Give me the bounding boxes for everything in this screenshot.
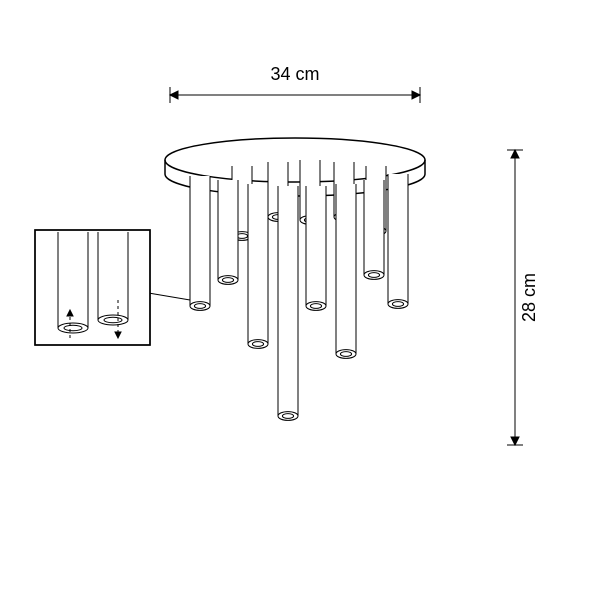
width-label: 34 cm bbox=[270, 64, 319, 84]
detail-leader-line bbox=[150, 293, 190, 300]
pendant-tubes bbox=[190, 160, 408, 420]
technical-drawing: 34 cm 28 cm bbox=[0, 0, 600, 600]
height-label: 28 cm bbox=[519, 273, 539, 322]
detail-inset bbox=[35, 230, 150, 345]
